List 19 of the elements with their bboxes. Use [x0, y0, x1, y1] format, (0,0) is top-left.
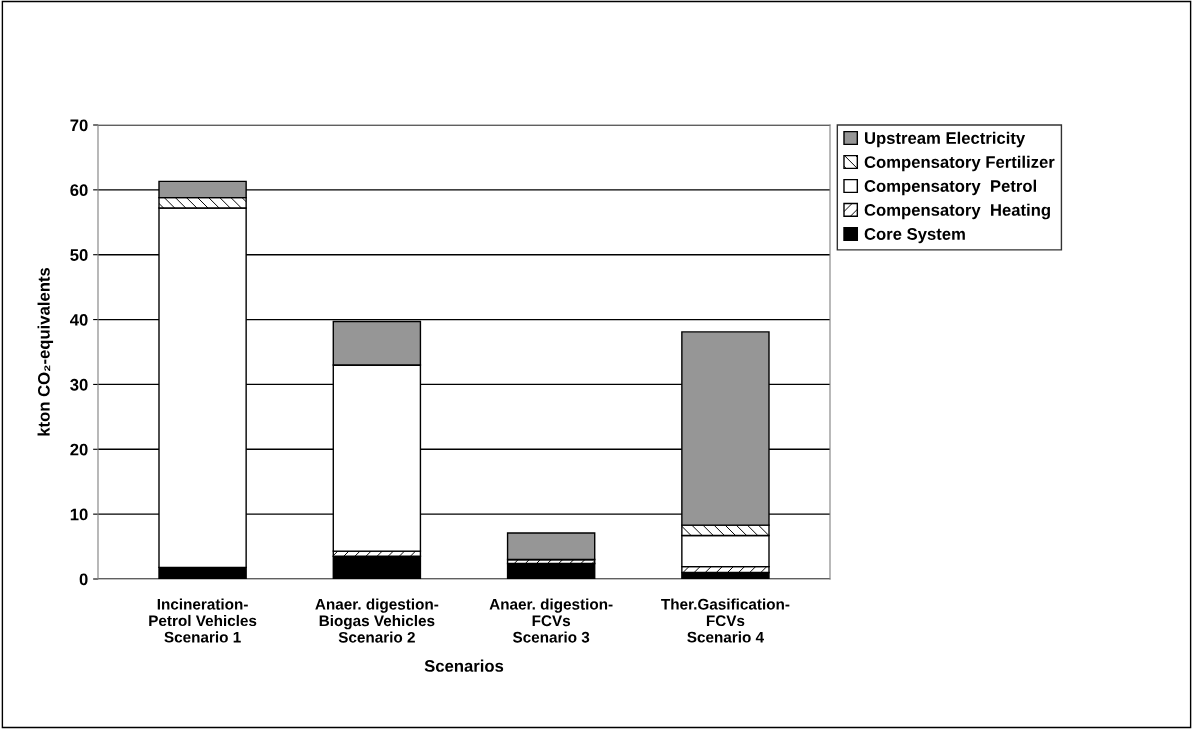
x-tick-label: Ther.Gasification- FCVs Scenario 4 — [661, 598, 790, 643]
legend-label: Compensatory Fertilizer — [864, 155, 1055, 172]
y-axis-title: kton CO₂-equivalents — [37, 267, 54, 436]
x-tick-label: Anaer. digestion- FCVs Scenario 3 — [489, 598, 613, 643]
legend-label: Upstream Electricity — [864, 131, 1026, 148]
legend-label: Compensatory Petrol — [864, 179, 1036, 196]
y-tick-label: 50 — [70, 249, 88, 261]
y-tick-label: 40 — [69, 313, 88, 326]
y-tick-label: 60 — [70, 184, 88, 197]
y-tick-label: 10 — [70, 508, 88, 521]
legend-label: Compensatory Heating — [864, 203, 1050, 220]
y-tick-label: 70 — [70, 119, 88, 132]
x-axis-title: Scenarios — [424, 659, 504, 672]
legend-label: Core System — [864, 228, 965, 244]
y-tick-label: 30 — [70, 378, 88, 391]
x-tick-label: Incineration- Petrol Vehicles Scenario 1 — [149, 598, 257, 643]
y-tick-label: 20 — [70, 443, 88, 456]
y-tick-label: 0 — [79, 573, 88, 586]
x-tick-label: Anaer. digestion- Biogas Vehicles Scenario 2 — [315, 598, 439, 643]
